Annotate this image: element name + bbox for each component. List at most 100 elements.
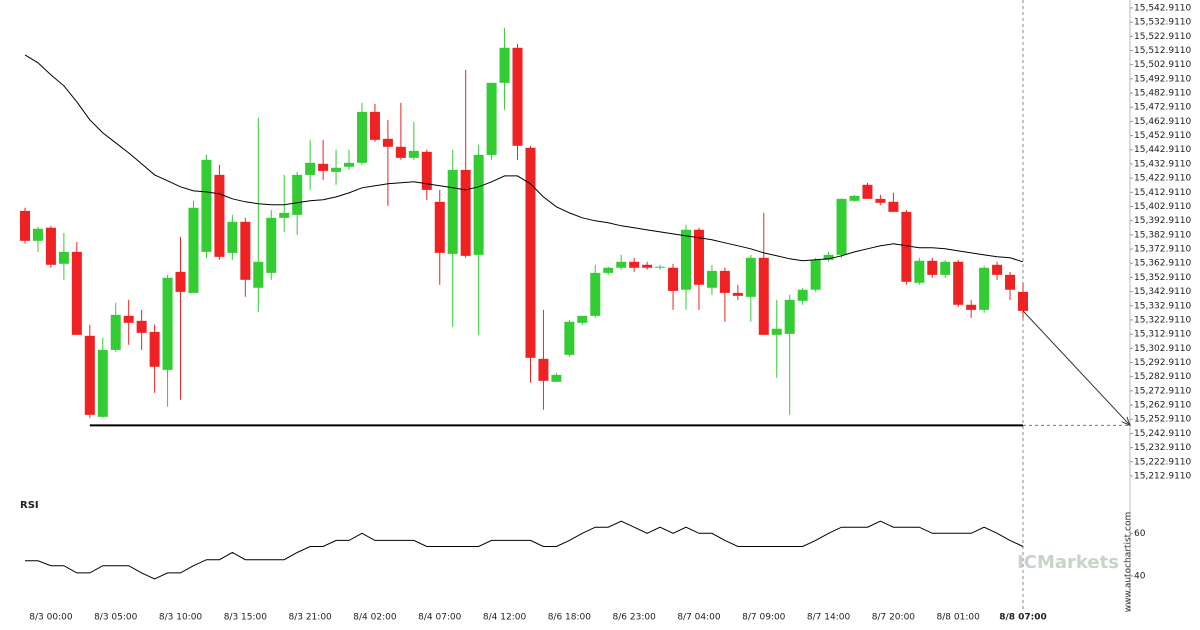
candle-body: [486, 82, 497, 155]
candle-body: [616, 261, 627, 268]
candle-body: [20, 210, 30, 241]
x-tick-label: 8/7 09:00: [742, 613, 786, 623]
rsi-title: RSI: [20, 500, 39, 511]
x-tick-label: 8/7 04:00: [677, 613, 721, 623]
x-tick-label: 8/6 23:00: [613, 613, 657, 623]
y-tick-label: 60: [1134, 529, 1146, 539]
candle-body: [538, 358, 549, 381]
candle-body: [927, 260, 938, 275]
candle-body: [745, 257, 756, 297]
y-tick-label: 15,372.9110: [1134, 245, 1192, 255]
candle-body: [849, 195, 860, 201]
x-tick-label: 8/8 07:00: [999, 613, 1047, 623]
candle-body: [875, 198, 886, 203]
candle-body: [668, 267, 679, 291]
x-tick-label: 8/3 05:00: [94, 613, 138, 623]
candle-body: [110, 314, 121, 350]
candle-body: [240, 221, 251, 280]
candle-body: [836, 198, 847, 255]
y-tick-label: 15,412.9110: [1134, 188, 1192, 198]
x-tick-label: 8/3 21:00: [288, 613, 332, 623]
y-tick-label: 15,422.9110: [1134, 174, 1192, 184]
candle-body: [590, 272, 601, 316]
candle-body: [32, 228, 43, 241]
y-tick-label: 15,332.9110: [1134, 301, 1192, 311]
x-tick-label: 8/3 15:00: [224, 613, 268, 623]
y-tick-label: 15,462.9110: [1134, 117, 1192, 127]
y-tick-label: 15,242.9110: [1134, 429, 1192, 439]
candle-body: [551, 374, 562, 382]
y-tick-label: 15,292.9110: [1134, 358, 1192, 368]
y-tick-label: 15,252.9110: [1134, 415, 1192, 425]
y-tick-label: 15,482.9110: [1134, 89, 1192, 99]
candle-body: [771, 328, 782, 335]
candle-body: [577, 315, 588, 323]
candle-body: [564, 321, 575, 355]
candle-body: [629, 261, 640, 268]
candle-body: [369, 111, 380, 140]
candle-body: [888, 201, 899, 212]
candle-body: [149, 331, 160, 367]
candle-body: [58, 251, 69, 264]
moving-average: [24, 54, 1024, 263]
candle-body: [253, 261, 264, 288]
candle-body: [123, 315, 134, 323]
candle-body: [810, 259, 821, 290]
y-tick-label: 15,452.9110: [1134, 131, 1192, 141]
candle-body: [512, 47, 523, 146]
candle-body: [266, 217, 277, 273]
candle-body: [201, 159, 212, 252]
candle-body: [318, 163, 329, 171]
candle-body: [1018, 291, 1028, 311]
candle-body: [382, 138, 393, 147]
candle-body: [940, 261, 951, 275]
candle-body: [279, 212, 290, 218]
y-tick-label: 15,502.9110: [1134, 60, 1192, 70]
candle-body: [473, 154, 484, 255]
candle-body: [979, 267, 990, 310]
candle-body: [434, 201, 445, 253]
candle-body: [784, 299, 795, 334]
candle-body: [214, 174, 225, 257]
site-watermark: www.autochartist.com: [1124, 512, 1134, 613]
x-tick-label: 8/7 20:00: [872, 613, 916, 623]
candle-body: [655, 266, 666, 268]
candle-body: [992, 264, 1003, 275]
candle-body: [408, 150, 419, 158]
candle-body: [758, 257, 769, 335]
candle-body: [292, 174, 303, 215]
candle-body: [84, 335, 95, 415]
y-tick-label: 15,532.9110: [1134, 18, 1192, 28]
x-tick-label: 8/4 02:00: [353, 613, 397, 623]
candle-body: [953, 261, 964, 305]
candle-body: [719, 270, 730, 293]
y-tick-label: 15,492.9110: [1134, 74, 1192, 84]
candle-body: [305, 162, 316, 175]
x-tick-label: 8/4 12:00: [483, 613, 527, 623]
candle-body: [331, 167, 342, 172]
candle-body: [447, 169, 458, 254]
candle-body: [162, 277, 173, 370]
x-tick-label: 8/3 10:00: [159, 613, 203, 623]
y-tick-label: 15,222.9110: [1134, 457, 1192, 467]
y-tick-label: 15,522.9110: [1134, 32, 1192, 42]
candle-body: [499, 47, 510, 83]
candle-body: [175, 271, 186, 292]
candle-body: [460, 169, 471, 256]
y-tick-label: 15,542.9110: [1134, 3, 1192, 13]
candle-body: [71, 251, 82, 335]
candle-body: [97, 349, 108, 417]
candle-body: [642, 264, 653, 268]
candle-body: [421, 151, 432, 190]
candle-body: [136, 320, 147, 333]
candle-body: [914, 260, 925, 283]
candle-body: [966, 304, 977, 310]
candle-body: [693, 229, 704, 285]
forecast-arrow: [1022, 310, 1131, 426]
y-tick-label: 15,442.9110: [1134, 145, 1192, 155]
arrow-head: [1121, 416, 1131, 427]
candle-body: [681, 229, 692, 290]
y-tick-label: 40: [1134, 571, 1146, 581]
y-tick-label: 15,212.9110: [1134, 471, 1192, 481]
